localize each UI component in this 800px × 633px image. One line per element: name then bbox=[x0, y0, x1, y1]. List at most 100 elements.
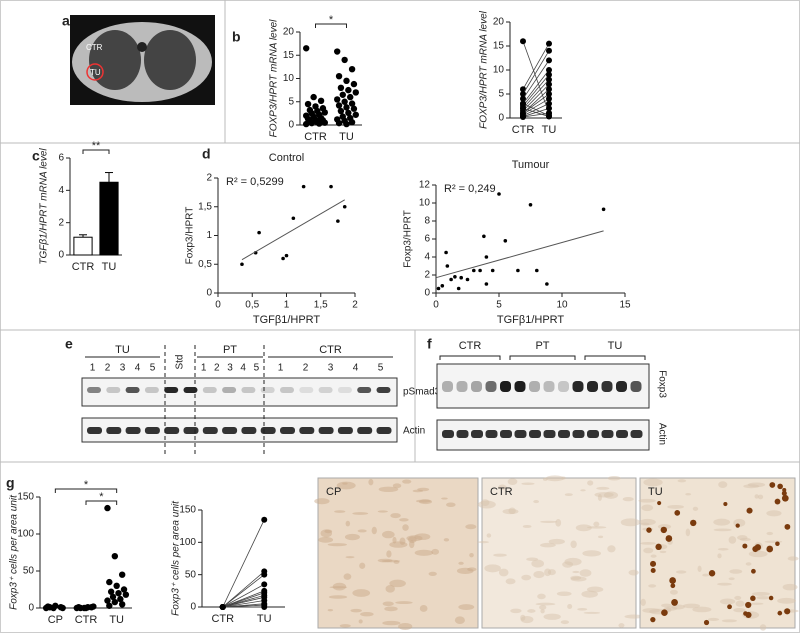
y-tick-label: 15 bbox=[283, 50, 295, 61]
data-point bbox=[503, 239, 508, 243]
data-point bbox=[482, 234, 486, 239]
band bbox=[318, 387, 333, 393]
ct-image bbox=[70, 15, 215, 105]
data-point bbox=[335, 102, 343, 109]
tissue-texture bbox=[360, 611, 374, 617]
data-point bbox=[520, 114, 526, 121]
data-point bbox=[546, 40, 552, 47]
data-point bbox=[484, 255, 489, 259]
tissue-texture bbox=[520, 614, 526, 621]
panel-label: e bbox=[65, 336, 73, 352]
band bbox=[357, 387, 372, 393]
tissue-texture bbox=[539, 605, 547, 610]
tissue-texture bbox=[766, 510, 782, 517]
y-tick-label: 0 bbox=[424, 288, 430, 299]
tissue-texture bbox=[343, 573, 352, 580]
pair-line bbox=[522, 41, 550, 114]
band bbox=[202, 387, 217, 393]
stained-nucleus bbox=[774, 498, 781, 505]
stained-nucleus bbox=[775, 541, 780, 547]
tissue-texture bbox=[382, 601, 394, 607]
tissue-texture bbox=[382, 620, 401, 626]
stained-nucleus bbox=[703, 619, 710, 626]
data-point bbox=[520, 105, 526, 112]
band bbox=[183, 427, 199, 434]
lane-number: 4 bbox=[240, 363, 246, 374]
tissue-texture bbox=[729, 569, 743, 574]
blot-bracket bbox=[509, 355, 576, 360]
data-point bbox=[334, 96, 341, 103]
tissue-texture bbox=[502, 508, 519, 515]
tissue-texture bbox=[389, 579, 406, 588]
pair-line bbox=[222, 600, 265, 608]
data-point bbox=[343, 77, 350, 85]
tissue-texture bbox=[318, 536, 334, 543]
data-point bbox=[316, 120, 323, 127]
stained-nucleus bbox=[750, 595, 756, 602]
band bbox=[376, 427, 392, 434]
tissue-texture bbox=[334, 510, 346, 513]
r-squared: R² = 0,5299 bbox=[226, 176, 284, 188]
tissue-texture bbox=[359, 562, 366, 569]
lane-number: 4 bbox=[353, 363, 359, 374]
stained-nucleus bbox=[745, 611, 752, 618]
y-tick-label: 0,5 bbox=[198, 259, 212, 270]
data-point bbox=[352, 89, 359, 96]
tissue-texture bbox=[533, 570, 545, 579]
band bbox=[106, 387, 121, 393]
tissue-texture bbox=[667, 504, 684, 509]
tissue-texture bbox=[692, 506, 699, 511]
band bbox=[280, 427, 295, 434]
tissue-texture bbox=[537, 593, 546, 600]
band bbox=[164, 387, 179, 393]
band bbox=[587, 381, 598, 392]
data-point bbox=[352, 111, 359, 118]
tissue-texture bbox=[510, 608, 522, 614]
tissue-texture bbox=[643, 478, 663, 487]
data-point bbox=[546, 86, 552, 93]
tissue-texture bbox=[754, 494, 759, 499]
x-tick-label: 15 bbox=[619, 300, 631, 311]
panel-label: d bbox=[202, 146, 211, 162]
y-tick-label: 1,5 bbox=[198, 201, 212, 212]
data-point bbox=[291, 216, 296, 221]
tissue-texture bbox=[416, 499, 431, 503]
band bbox=[543, 430, 556, 438]
tissue-texture bbox=[507, 478, 518, 486]
band bbox=[442, 430, 454, 438]
pair-line bbox=[522, 69, 550, 104]
tissue-texture bbox=[535, 602, 556, 606]
lane-number: 1 bbox=[278, 363, 284, 374]
band bbox=[572, 381, 584, 392]
data-point bbox=[341, 56, 348, 64]
tissue-texture bbox=[412, 489, 424, 493]
stained-nucleus bbox=[661, 609, 668, 617]
data-point bbox=[104, 504, 111, 512]
band bbox=[587, 430, 599, 438]
tissue-texture bbox=[395, 601, 413, 605]
blot-group: CTR bbox=[319, 344, 342, 356]
panel-label: g bbox=[6, 475, 15, 491]
tissue-texture bbox=[628, 569, 639, 576]
y-tick-label: 5 bbox=[288, 96, 294, 107]
data-point bbox=[336, 219, 340, 223]
tissue-texture bbox=[777, 597, 796, 604]
tissue-texture bbox=[545, 475, 565, 482]
stained-nucleus bbox=[769, 482, 776, 488]
tissue-texture bbox=[419, 604, 428, 612]
stained-nucleus bbox=[781, 490, 787, 496]
ct-label: CTR bbox=[86, 43, 103, 52]
y-tick-label: 50 bbox=[23, 566, 35, 577]
tissue-texture bbox=[522, 524, 532, 528]
tissue-texture bbox=[352, 512, 369, 515]
data-point bbox=[459, 275, 464, 280]
tissue-texture bbox=[398, 623, 413, 630]
stained-nucleus bbox=[781, 494, 789, 502]
tissue-texture bbox=[458, 561, 464, 565]
tissue-texture bbox=[638, 498, 656, 503]
tissue-texture bbox=[787, 556, 799, 561]
tissue-texture bbox=[344, 533, 360, 541]
data-point bbox=[104, 597, 111, 604]
y-tick-label: 2 bbox=[206, 173, 212, 184]
data-point bbox=[122, 591, 130, 598]
